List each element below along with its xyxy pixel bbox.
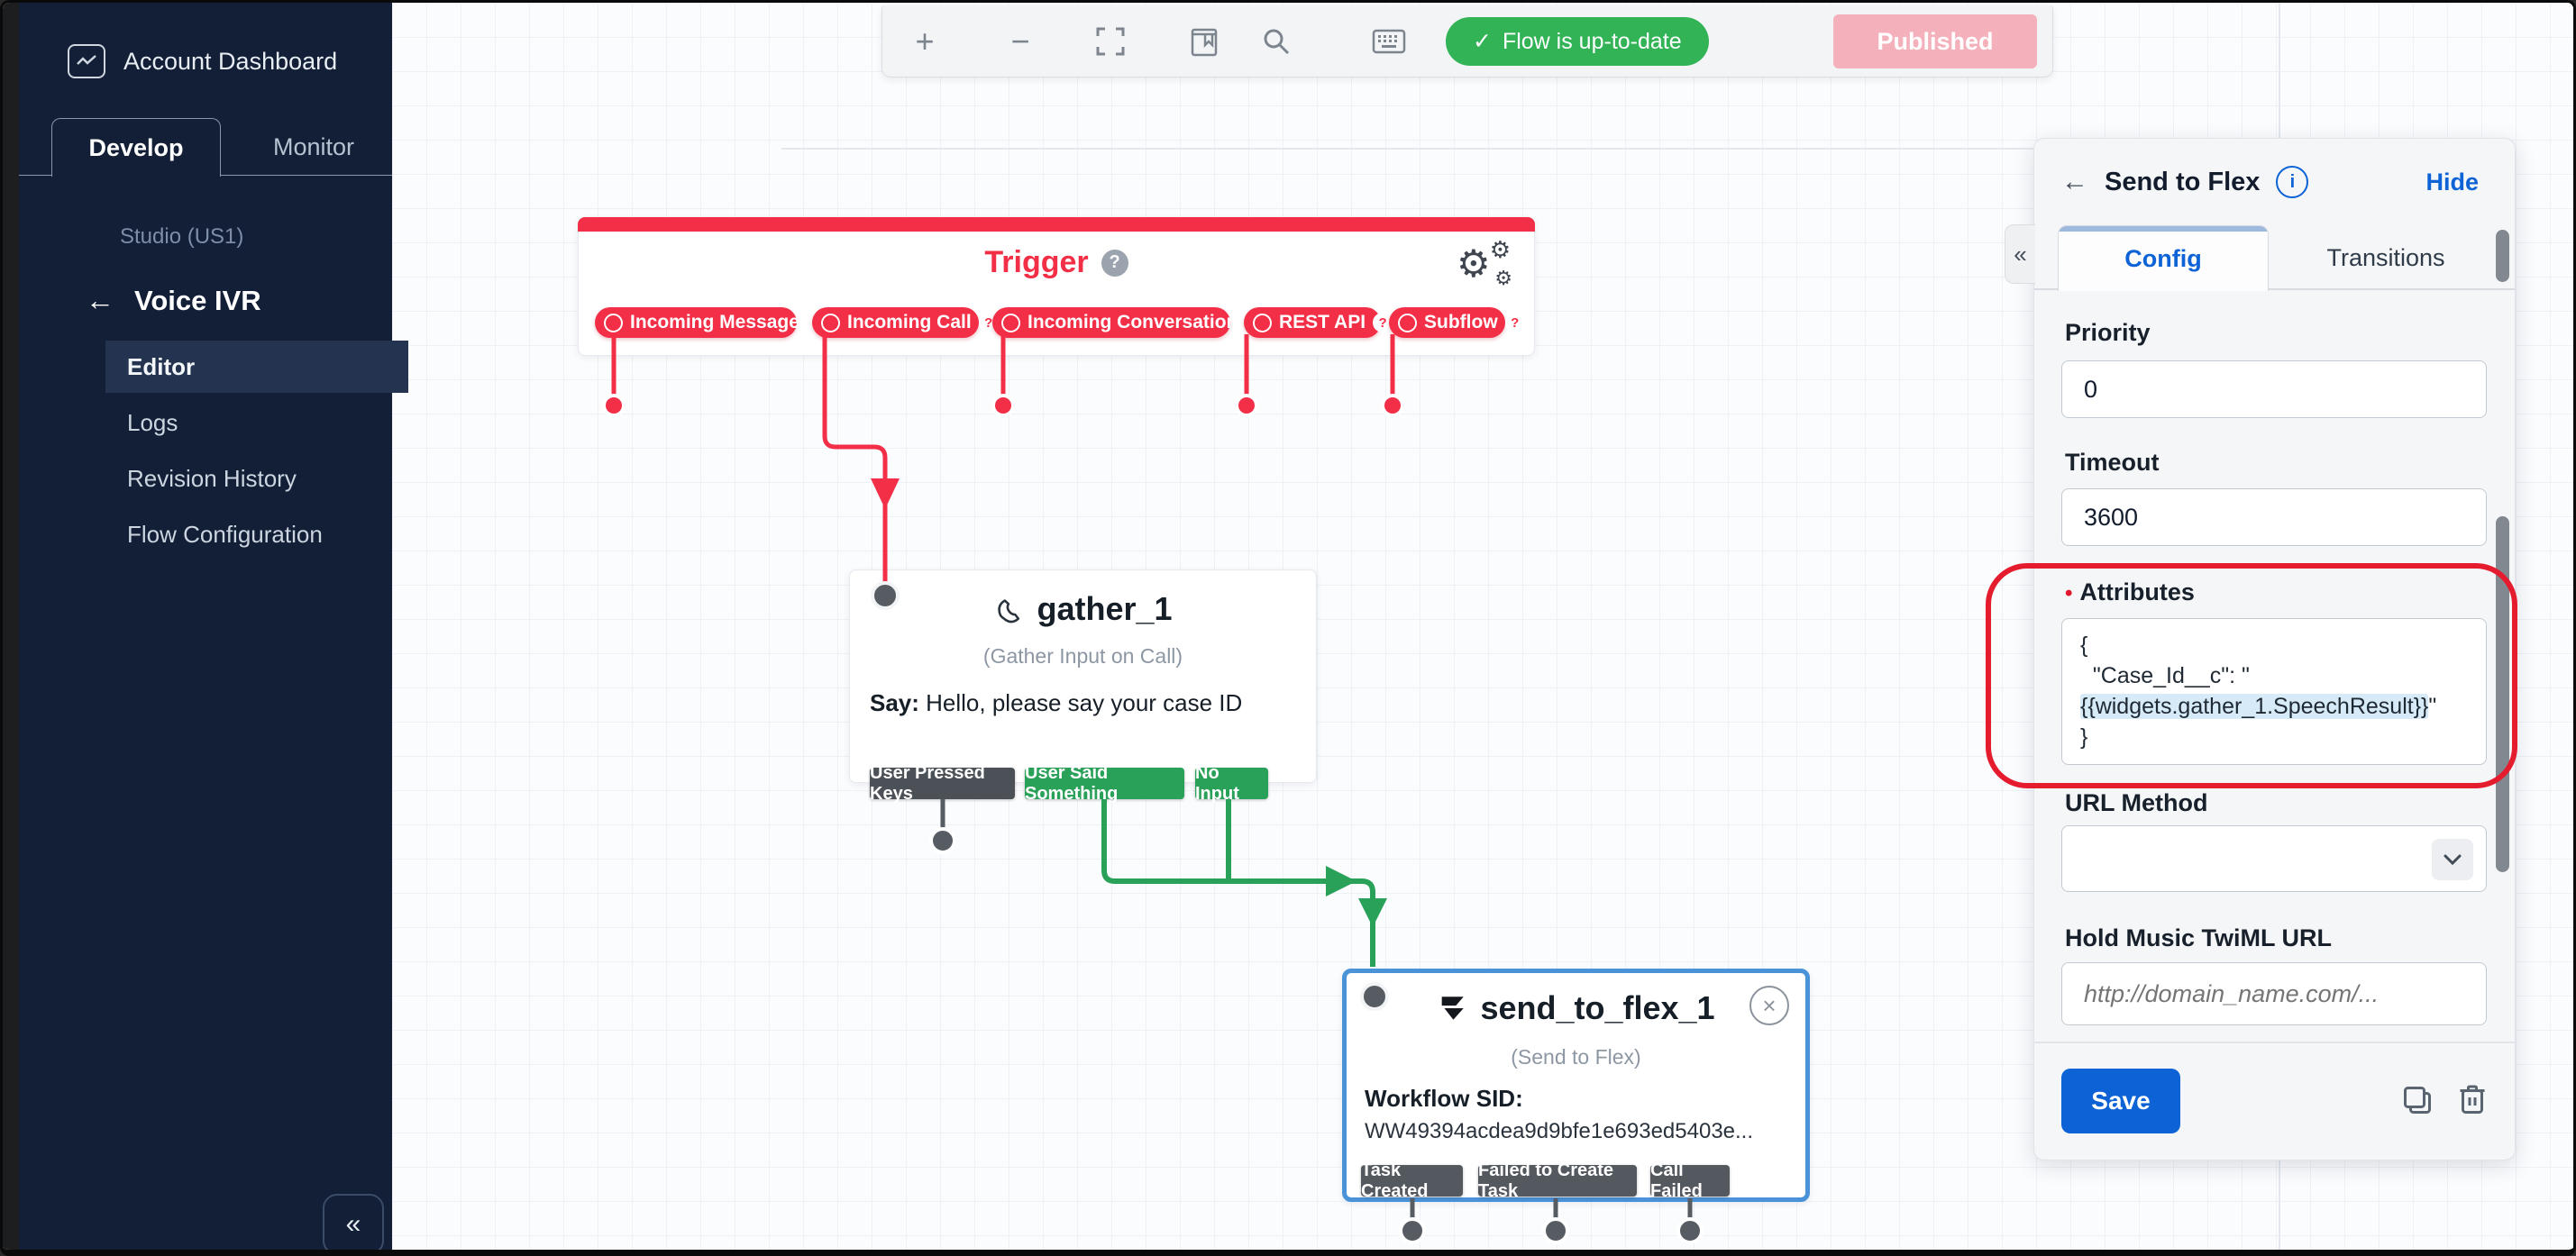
attributes-textarea[interactable]: { "Case_Id__c": " {{widgets.gather_1.Spee…	[2061, 618, 2487, 765]
trigger-pill-incoming-conversation[interactable]: Incoming Conversation ?	[992, 307, 1265, 338]
panel-back-arrow[interactable]: ←	[2061, 167, 2088, 196]
connector-ring-icon	[604, 313, 623, 332]
flex-widget-type: (Send to Flex)	[1511, 1045, 1641, 1069]
priority-label: Priority	[2065, 319, 2151, 346]
canvas-guide-line-horizontal	[781, 148, 2279, 150]
account-dashboard-link[interactable]: Account Dashboard	[68, 44, 337, 78]
left-sidebar: Account Dashboard Develop Monitor Studio…	[19, 3, 408, 1250]
info-icon[interactable]: i	[2276, 166, 2309, 198]
dashboard-chart-icon	[68, 44, 105, 78]
trigger-widget[interactable]: Trigger ? ⚙⚙⚙ Incoming Message ? Incomin…	[578, 217, 1535, 356]
panel-scrollbar-thumb-top[interactable]	[2496, 230, 2509, 282]
trigger-settings-gears-icon[interactable]: ⚙ ⚙ ⚙	[1457, 236, 1512, 289]
sidebar-item-logs[interactable]: Logs	[127, 408, 178, 436]
save-button[interactable]: Save	[2061, 1069, 2180, 1133]
flex-title-row: send_to_flex_1	[1347, 989, 1805, 1027]
gather-output-user-said-something[interactable]: User Said Something	[1025, 763, 1184, 804]
gather-output-user-pressed-keys[interactable]: User Pressed Keys	[870, 763, 1015, 804]
copy-widget-icon[interactable]	[2398, 1081, 2438, 1121]
flex-output-task-created[interactable]: Task Created	[1361, 1160, 1463, 1201]
panel-collapse-button[interactable]: «	[2005, 224, 2035, 284]
gather-title-row: gather_1	[850, 590, 1316, 628]
trigger-title: Trigger	[984, 245, 1089, 279]
tab-transitions[interactable]: Transitions	[2326, 243, 2445, 271]
trigger-pill-incoming-call[interactable]: Incoming Call ?	[812, 307, 999, 338]
liquid-template-highlight: {{widgets.gather_1.SpeechResult}}	[2080, 694, 2429, 719]
search-icon[interactable]	[1254, 5, 1299, 77]
back-arrow-icon[interactable]: ←	[86, 284, 114, 316]
close-icon[interactable]: ×	[1749, 986, 1789, 1025]
widget-config-panel: « ← Send to Flex i Hide Config Transitio…	[2005, 138, 2516, 1160]
fit-to-screen-icon[interactable]	[1088, 5, 1133, 77]
sidebar-item-revision-history[interactable]: Revision History	[127, 464, 297, 492]
flow-status-badge: ✓ Flow is up-to-date	[1446, 17, 1709, 66]
connector-ring-icon	[1001, 313, 1020, 332]
trigger-pill-rest-api[interactable]: REST API ?	[1244, 307, 1393, 338]
trigger-pill-incoming-message[interactable]: Incoming Message ?	[595, 307, 827, 338]
flex-widget-name: send_to_flex_1	[1480, 989, 1715, 1026]
hold-music-input[interactable]	[2061, 962, 2487, 1025]
priority-input[interactable]	[2061, 360, 2487, 418]
sidebar-collapse-button[interactable]: «	[323, 1194, 384, 1250]
tab-monitor[interactable]: Monitor	[272, 132, 355, 160]
hold-music-label: Hold Music TwiML URL	[2065, 924, 2332, 951]
panel-footer-divider	[2034, 1042, 2515, 1043]
canvas-toolbar: + −	[882, 5, 2053, 77]
gather-widget-type: (Gather Input on Call)	[982, 644, 1183, 668]
connector-ring-icon	[1253, 313, 1272, 332]
pill-help-icon[interactable]: ?	[1373, 313, 1393, 332]
connector-ring-icon	[821, 313, 840, 332]
url-method-label: URL Method	[2065, 789, 2208, 816]
publish-button[interactable]: Published	[1833, 14, 2037, 68]
panel-title: Send to Flex	[2105, 167, 2261, 196]
gather-widget-name: gather_1	[1037, 590, 1173, 627]
delete-widget-icon[interactable]	[2454, 1081, 2494, 1121]
trigger-accent-bar	[578, 217, 1535, 232]
workflow-sid-value: WW49394acdea9d9bfe1e693ed5403e...	[1365, 1119, 1754, 1143]
connector-ring-icon	[1398, 313, 1417, 332]
gather-output-no-input[interactable]: No Input	[1195, 763, 1268, 804]
timeout-label: Timeout	[2065, 449, 2160, 476]
sidebar-item-flow-configuration[interactable]: Flow Configuration	[127, 520, 323, 548]
flex-output-call-failed[interactable]: Call Failed	[1650, 1160, 1730, 1201]
keyboard-shortcuts-icon[interactable]	[1366, 5, 1411, 77]
hide-link[interactable]: Hide	[2425, 168, 2479, 196]
pill-help-icon[interactable]: ?	[1504, 313, 1525, 332]
timeout-input[interactable]	[2061, 488, 2487, 546]
zoom-out-button[interactable]: −	[1010, 23, 1030, 59]
sidebar-item-editor[interactable]: Editor	[105, 341, 408, 393]
environment-label: Studio (US1)	[120, 224, 244, 249]
workflow-sid-label: Workflow SID:	[1365, 1085, 1523, 1112]
widget-library-icon[interactable]	[1182, 5, 1227, 77]
trigger-help-icon[interactable]: ?	[1101, 249, 1128, 277]
url-method-select[interactable]	[2061, 825, 2487, 892]
check-icon: ✓	[1473, 29, 1492, 54]
attributes-label: • Attributes	[2065, 578, 2195, 605]
flex-output-failed-to-create-task[interactable]: Failed to Create Task	[1478, 1160, 1637, 1201]
panel-scrollbar-thumb[interactable]	[2496, 516, 2509, 872]
panel-tabs: Config Transitions	[2034, 225, 2515, 291]
status-text: Flow is up-to-date	[1502, 28, 1682, 54]
tab-config[interactable]: Config	[2058, 225, 2269, 291]
gather-widget[interactable]: gather_1 (Gather Input on Call) Say: Hel…	[849, 569, 1317, 783]
phone-icon	[998, 599, 1020, 623]
sidebar-tabs: Develop Monitor	[19, 118, 392, 177]
trigger-pill-subflow[interactable]: Subflow ?	[1389, 307, 1525, 338]
flow-name: Voice IVR	[134, 284, 261, 316]
flow-back-row[interactable]: ← Voice IVR	[86, 284, 261, 317]
tab-develop[interactable]: Develop	[51, 118, 221, 177]
required-asterisk: •	[2065, 581, 2073, 605]
trigger-title-row: Trigger ?	[579, 245, 1534, 280]
flex-logo-icon	[1442, 997, 1465, 1020]
screen-left-edge	[3, 3, 19, 1250]
chevron-down-icon[interactable]	[2432, 839, 2473, 880]
panel-header: ← Send to Flex i Hide	[2061, 166, 2479, 198]
tab-underline	[2034, 288, 2515, 290]
zoom-in-button[interactable]: +	[915, 23, 935, 59]
send-to-flex-widget[interactable]: send_to_flex_1 × (Send to Flex) Workflow…	[1342, 969, 1810, 1202]
gather-say-line: Say: Hello, please say your case ID	[870, 689, 1243, 716]
